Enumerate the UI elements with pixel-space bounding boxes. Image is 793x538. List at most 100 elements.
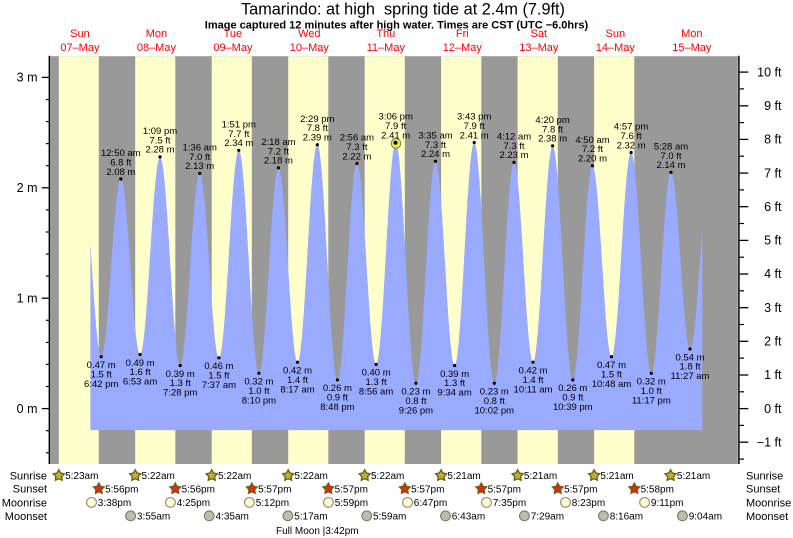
svg-text:10–May: 10–May [290,42,330,54]
svg-text:13–May: 13–May [519,42,559,54]
svg-text:11–May: 11–May [367,42,406,54]
svg-text:2.28 m: 2.28 m [145,145,174,156]
svg-text:5 ft: 5 ft [764,234,782,248]
svg-text:12–May: 12–May [443,42,483,54]
svg-text:2.13 m: 2.13 m [185,161,214,172]
svg-text:4:20 pm: 4:20 pm [535,115,569,126]
svg-text:5:21am: 5:21am [600,471,633,482]
svg-text:5:21am: 5:21am [447,471,480,482]
svg-text:8:56 am: 8:56 am [359,387,393,398]
svg-text:7.6 ft: 7.6 ft [621,131,642,142]
svg-text:0.26 m: 0.26 m [558,383,587,394]
svg-text:5:56pm: 5:56pm [105,484,138,495]
svg-text:7.7 ft: 7.7 ft [228,129,249,140]
svg-text:1.8 ft: 1.8 ft [679,362,700,373]
svg-text:7.0 ft: 7.0 ft [660,151,681,162]
svg-text:7.0 ft: 7.0 ft [189,152,210,163]
svg-text:0.54 m: 0.54 m [675,352,704,363]
svg-text:Moonrise: Moonrise [2,497,47,509]
svg-text:11:27 am: 11:27 am [671,371,710,382]
svg-text:1:09 pm: 1:09 pm [143,126,177,137]
svg-text:2.23 m: 2.23 m [499,150,528,161]
svg-text:3:43 pm: 3:43 pm [457,112,491,123]
svg-text:5:57pm: 5:57pm [488,484,521,495]
svg-text:0.39 m: 0.39 m [440,369,469,380]
svg-text:2.41 m: 2.41 m [460,130,489,141]
svg-text:1.3 ft: 1.3 ft [444,378,465,389]
svg-text:5:17am: 5:17am [294,512,327,523]
svg-text:Tue: Tue [224,28,243,40]
svg-text:8:17 am: 8:17 am [280,384,314,395]
svg-text:2.18 m: 2.18 m [264,156,293,167]
svg-text:5:22am: 5:22am [295,471,328,482]
svg-text:9:11pm: 9:11pm [651,498,684,509]
svg-text:2:29 pm: 2:29 pm [300,114,334,125]
svg-text:1.0 ft: 1.0 ft [248,386,269,397]
svg-text:7.8 ft: 7.8 ft [307,123,328,134]
svg-text:Sunset: Sunset [746,484,780,496]
svg-text:7.2 ft: 7.2 ft [582,144,603,155]
svg-text:7:35pm: 7:35pm [493,498,526,509]
svg-text:10 ft: 10 ft [757,65,782,79]
svg-text:4:25pm: 4:25pm [177,498,210,509]
svg-text:Sunset: Sunset [13,484,47,496]
svg-text:0.26 m: 0.26 m [323,383,352,394]
svg-text:−1 ft: −1 ft [757,435,782,449]
svg-text:7:29am: 7:29am [531,512,564,523]
svg-text:0 ft: 0 ft [764,402,782,416]
svg-text:Moonset: Moonset [746,511,788,523]
svg-text:0.23 m: 0.23 m [401,387,430,398]
svg-text:2.24 m: 2.24 m [421,149,450,160]
svg-text:2.22 m: 2.22 m [342,151,371,162]
svg-text:Tamarindo: at high spring tid: Tamarindo: at high spring tide at 2.4m (… [241,1,565,19]
svg-text:4:57 pm: 4:57 pm [614,122,648,133]
svg-text:1 ft: 1 ft [764,368,782,382]
svg-text:8:23pm: 8:23pm [572,498,605,509]
svg-text:7:28 pm: 7:28 pm [163,388,197,399]
svg-text:6:42 pm: 6:42 pm [84,379,118,390]
svg-text:12:50 am: 12:50 am [101,148,141,159]
svg-text:1.4 ft: 1.4 ft [522,375,543,386]
svg-text:8 ft: 8 ft [764,133,782,147]
svg-text:2.08 m: 2.08 m [106,167,135,178]
svg-text:5:56pm: 5:56pm [182,484,215,495]
svg-text:5:22am: 5:22am [218,471,251,482]
svg-text:1.6 ft: 1.6 ft [130,367,151,378]
svg-text:0 m: 0 m [17,402,38,416]
svg-text:9:26 pm: 9:26 pm [399,405,433,416]
svg-text:10:02 pm: 10:02 pm [474,405,514,416]
svg-text:Sun: Sun [70,28,90,40]
svg-text:0.8 ft: 0.8 ft [484,396,505,407]
svg-text:2.14 m: 2.14 m [656,160,685,171]
svg-text:7.2 ft: 7.2 ft [268,146,289,157]
svg-text:Moonrise: Moonrise [746,497,791,509]
svg-text:Sat: Sat [531,28,548,40]
svg-text:2 ft: 2 ft [764,335,782,349]
svg-text:6.8 ft: 6.8 ft [110,158,131,169]
svg-text:5:59am: 5:59am [373,512,406,523]
svg-text:1 m: 1 m [17,291,38,305]
svg-text:8:16am: 8:16am [610,512,643,523]
svg-text:2 m: 2 m [17,181,38,195]
svg-text:1.0 ft: 1.0 ft [641,386,662,397]
svg-text:1.5 ft: 1.5 ft [601,369,622,380]
svg-text:1.4 ft: 1.4 ft [287,375,308,386]
svg-text:1.5 ft: 1.5 ft [91,369,112,380]
svg-text:1.5 ft: 1.5 ft [208,371,229,382]
svg-text:Sunrise: Sunrise [746,470,783,482]
svg-text:8:48 pm: 8:48 pm [320,402,354,413]
svg-text:1.3 ft: 1.3 ft [170,378,191,389]
svg-text:2.34 m: 2.34 m [224,138,253,149]
svg-text:0.42 m: 0.42 m [283,366,312,377]
svg-text:3 ft: 3 ft [764,301,782,315]
svg-text:7.8 ft: 7.8 ft [542,124,563,135]
svg-text:Mon: Mon [681,28,702,40]
svg-text:Wed: Wed [298,28,320,40]
svg-text:4:50 am: 4:50 am [575,135,609,146]
svg-text:14–May: 14–May [596,42,636,54]
svg-text:09–May: 09–May [213,42,253,54]
svg-text:4:12 am: 4:12 am [497,132,531,143]
svg-text:0.47 m: 0.47 m [597,360,626,371]
svg-text:7:37 am: 7:37 am [202,380,236,391]
svg-text:5:21am: 5:21am [677,471,710,482]
